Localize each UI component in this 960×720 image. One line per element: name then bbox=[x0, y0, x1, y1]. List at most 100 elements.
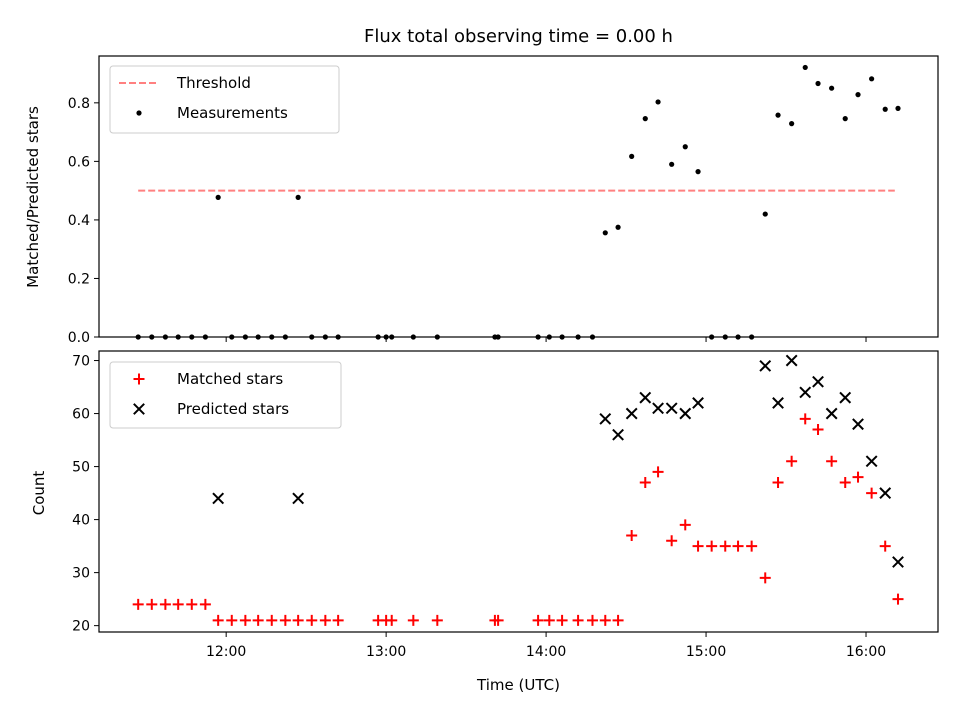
bottom-point bbox=[665, 402, 678, 415]
bottom-x-tick-label: 14:00 bbox=[526, 644, 566, 660]
top-point bbox=[775, 112, 781, 118]
bottom-legend-handle bbox=[133, 373, 145, 385]
bottom-point bbox=[812, 375, 824, 388]
top-point bbox=[829, 85, 835, 91]
top-point bbox=[655, 99, 661, 105]
top-point bbox=[815, 80, 821, 87]
bottom-point bbox=[759, 572, 771, 584]
bottom-point bbox=[266, 614, 278, 626]
bottom-point bbox=[319, 614, 331, 626]
top-point bbox=[642, 116, 648, 122]
bottom-point bbox=[599, 412, 612, 425]
bottom-point bbox=[132, 598, 144, 610]
top-y-tick-label: 0.0 bbox=[68, 330, 90, 346]
bottom-y-tick-label: 40 bbox=[72, 513, 90, 529]
bottom-point bbox=[639, 476, 651, 488]
top-point bbox=[615, 224, 621, 230]
bottom-x-tick-label: 16:00 bbox=[846, 644, 886, 660]
bottom-point bbox=[146, 598, 158, 610]
bottom-point bbox=[786, 455, 798, 467]
bottom-plot-area: 20 30 40 50 60 70 12:00 13:00 14:00 15:00 16:00 Mat… bbox=[72, 350, 939, 660]
bottom-point bbox=[692, 397, 704, 409]
bottom-legend: Matched stars Predicted stars bbox=[109, 361, 342, 429]
bottom-point bbox=[692, 540, 704, 552]
bottom-point bbox=[839, 391, 852, 404]
bottom-point bbox=[292, 614, 304, 626]
bottom-point bbox=[226, 614, 238, 626]
bottom-y-tick-label: 30 bbox=[72, 566, 90, 582]
bottom-point bbox=[612, 614, 624, 626]
bottom-point bbox=[586, 614, 598, 626]
bottom-point bbox=[212, 614, 224, 626]
top-legend-label: Measurements bbox=[177, 104, 288, 122]
bottom-point bbox=[279, 614, 291, 626]
top-point bbox=[882, 106, 888, 112]
bottom-point bbox=[706, 540, 718, 552]
top-point bbox=[869, 76, 875, 82]
bottom-legend-handle bbox=[133, 403, 145, 415]
bottom-y-tick-label: 20 bbox=[72, 619, 90, 635]
bottom-point bbox=[252, 614, 264, 626]
bottom-point bbox=[879, 540, 891, 552]
bottom-point bbox=[186, 598, 198, 610]
bottom-point bbox=[407, 614, 419, 626]
bottom-point bbox=[892, 593, 904, 605]
top-point bbox=[842, 116, 848, 122]
top-point bbox=[789, 121, 795, 127]
bottom-point bbox=[431, 614, 443, 626]
bottom-y-axis-label: Count bbox=[30, 471, 48, 516]
bottom-point bbox=[626, 530, 638, 542]
bottom-point bbox=[732, 540, 744, 552]
bottom-point bbox=[212, 492, 225, 505]
top-point bbox=[695, 169, 701, 175]
bottom-point bbox=[825, 407, 838, 420]
top-legend-handle bbox=[136, 110, 142, 116]
bottom-point bbox=[652, 402, 664, 415]
bottom-y-tick-label: 50 bbox=[72, 460, 90, 476]
top-point bbox=[215, 194, 221, 200]
bottom-point bbox=[679, 519, 691, 531]
top-point bbox=[802, 64, 808, 71]
top-legend-box bbox=[109, 65, 340, 134]
bottom-x-tick-label: 15:00 bbox=[686, 644, 726, 660]
bottom-legend-box bbox=[109, 361, 342, 429]
top-point bbox=[682, 144, 688, 150]
bottom-point bbox=[892, 556, 904, 568]
bottom-point bbox=[759, 359, 772, 372]
top-point bbox=[895, 105, 901, 111]
top-point bbox=[669, 161, 675, 167]
bottom-point bbox=[543, 614, 555, 626]
bottom-point bbox=[572, 614, 584, 626]
bottom-point bbox=[812, 423, 824, 435]
bottom-point bbox=[852, 471, 864, 483]
bottom-point bbox=[772, 397, 784, 409]
bottom-point bbox=[612, 428, 624, 441]
bottom-axes-frame bbox=[98, 350, 939, 633]
top-plot-area: 0.0 0.2 0.4 0.6 0.8 Threshold Measurements bbox=[68, 55, 939, 346]
bottom-point bbox=[746, 540, 758, 552]
top-point bbox=[762, 211, 768, 217]
top-legend: Threshold Measurements bbox=[109, 65, 340, 134]
bottom-point bbox=[492, 614, 504, 626]
bottom-point bbox=[386, 614, 398, 626]
bottom-point bbox=[239, 614, 251, 626]
bottom-point bbox=[772, 476, 784, 488]
bottom-point bbox=[839, 476, 851, 488]
bottom-y-tick-label: 70 bbox=[72, 354, 90, 370]
top-point bbox=[629, 153, 635, 159]
bottom-point bbox=[865, 455, 878, 468]
top-y-tick-label: 0.2 bbox=[68, 271, 90, 287]
top-point bbox=[602, 230, 608, 236]
bottom-point bbox=[852, 418, 864, 431]
bottom-point bbox=[556, 614, 568, 626]
bottom-point bbox=[599, 614, 611, 626]
bottom-point bbox=[332, 614, 344, 626]
bottom-point bbox=[639, 391, 652, 404]
bottom-x-tick-label: 13:00 bbox=[366, 644, 406, 660]
bottom-point bbox=[306, 614, 318, 626]
bottom-point bbox=[679, 407, 692, 420]
bottom-x-tick-label: 12:00 bbox=[206, 644, 246, 660]
bottom-point bbox=[159, 598, 171, 610]
top-legend-label: Threshold bbox=[176, 74, 251, 92]
top-y-tick-label: 0.8 bbox=[68, 96, 90, 112]
